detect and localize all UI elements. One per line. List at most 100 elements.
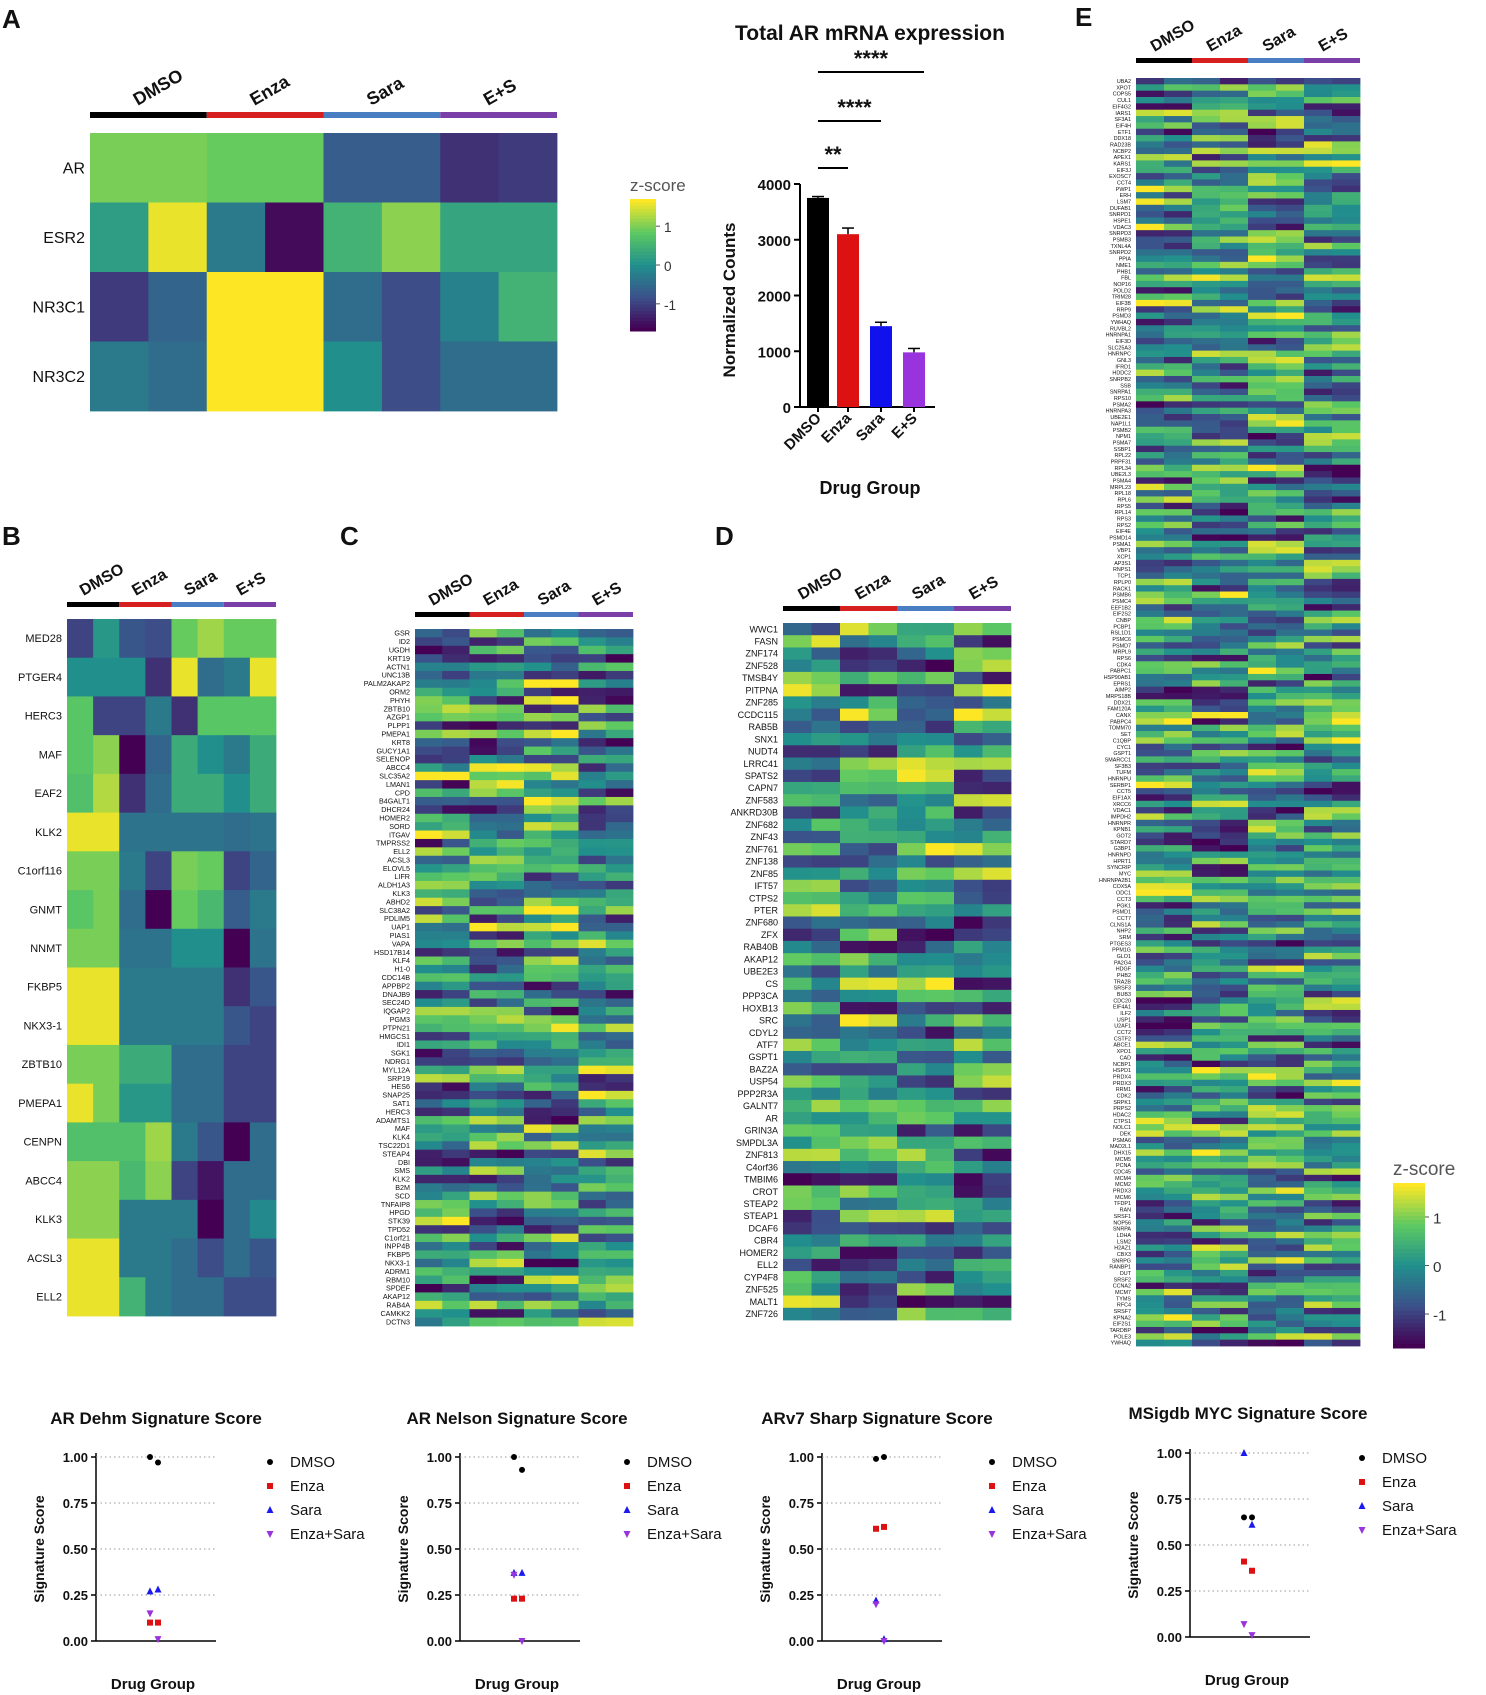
- heatmap-cell: [605, 1065, 634, 1075]
- colorbar-step: [1393, 1207, 1425, 1213]
- heatmap-cell: [1304, 217, 1333, 225]
- heatmap-cell: [1192, 312, 1221, 320]
- heatmap-cell: [1332, 857, 1361, 865]
- heatmap-cell: [442, 897, 470, 907]
- y-tick-label: 0.25: [427, 1588, 452, 1603]
- heatmap-cell: [1332, 1079, 1361, 1087]
- heatmap-cell: [783, 1209, 812, 1223]
- heatmap-cell: [1136, 902, 1165, 909]
- heatmap-cell: [1304, 1250, 1333, 1258]
- heatmap-cell: [551, 998, 579, 1008]
- heatmap-cell: [551, 1040, 579, 1050]
- y-axis-label: Signature Score: [757, 1495, 773, 1603]
- heatmap-cell: [868, 1307, 898, 1321]
- row-label: NOP16: [1113, 282, 1131, 288]
- heatmap-cell: [1248, 1067, 1277, 1074]
- heatmap-cell: [1136, 756, 1165, 764]
- heatmap-cell: [1164, 737, 1193, 745]
- heatmap-cell: [897, 1258, 926, 1272]
- row-label: EIF1AX: [1112, 795, 1131, 801]
- heatmap-cell: [1248, 800, 1277, 808]
- row-label: UBE2E1: [1110, 415, 1131, 421]
- heatmap-cell: [496, 1174, 525, 1184]
- heatmap-cell: [811, 794, 841, 807]
- heatmap-cell: [323, 133, 383, 203]
- heatmap-cell: [469, 1250, 498, 1260]
- heatmap-cell: [442, 763, 470, 773]
- heatmap-cell: [1220, 477, 1249, 485]
- heatmap-cell: [1164, 236, 1193, 244]
- heatmap-cell: [1248, 521, 1277, 529]
- heatmap-cell: [442, 746, 470, 756]
- heatmap-cell: [1332, 864, 1361, 871]
- row-label: SNRPD3: [1109, 231, 1131, 237]
- row-label: COX5A: [1113, 884, 1132, 890]
- heatmap-cell: [925, 684, 955, 697]
- heatmap-cell: [1276, 1288, 1305, 1296]
- heatmap-cell: [1220, 1117, 1249, 1125]
- heatmap-cell: [925, 879, 955, 893]
- row-label: CDC45: [1113, 1170, 1131, 1176]
- group-color-bar: [171, 602, 224, 607]
- heatmap-cell: [1220, 832, 1249, 840]
- heatmap-cell: [1304, 908, 1333, 916]
- heatmap-cell: [1136, 1168, 1165, 1176]
- heatmap-cell: [1136, 534, 1165, 542]
- heatmap-cell: [578, 1183, 607, 1193]
- heatmap-cell: [1220, 249, 1249, 256]
- heatmap-cell: [1276, 1111, 1305, 1119]
- row-label: ZNF682: [745, 820, 778, 830]
- heatmap-cell: [811, 1185, 841, 1199]
- heatmap-cell: [811, 879, 841, 893]
- heatmap-cell: [1164, 1035, 1193, 1043]
- row-label: GUCY1A1: [376, 746, 410, 755]
- heatmap-cell: [868, 757, 898, 771]
- heatmap-cell: [223, 696, 251, 736]
- heatmap-cell: [1220, 1041, 1249, 1049]
- heatmap-cell: [415, 922, 443, 932]
- row-label: PSMD14: [1109, 536, 1131, 542]
- heatmap-cell: [811, 659, 841, 673]
- heatmap-cell: [469, 864, 498, 873]
- heatmap-cell: [1276, 363, 1305, 371]
- heatmap-cell: [1192, 1149, 1221, 1157]
- heatmap-cell: [1332, 1092, 1361, 1100]
- heatmap-cell: [1136, 1282, 1165, 1290]
- heatmap-cell: [415, 1275, 443, 1285]
- row-label: TCP1: [1117, 574, 1131, 580]
- heatmap-cell: [415, 855, 443, 865]
- heatmap-cell: [925, 1148, 955, 1162]
- heatmap-cell: [1248, 1269, 1277, 1277]
- legend-label: Sara: [290, 1502, 322, 1519]
- heatmap-cell: [783, 720, 812, 734]
- legend-marker: [988, 1506, 996, 1513]
- heatmap-cell: [1248, 547, 1277, 554]
- heatmap-cell: [496, 805, 525, 815]
- heatmap-cell: [1304, 179, 1333, 187]
- heatmap-cell: [1136, 496, 1165, 504]
- heatmap-cell: [415, 1158, 443, 1167]
- row-label: TYMS: [1116, 1296, 1131, 1302]
- colorbar-step: [1393, 1277, 1425, 1283]
- heatmap-cell: [1276, 769, 1305, 776]
- heatmap-cell: [1136, 515, 1165, 523]
- heatmap-cell: [1332, 509, 1361, 516]
- row-label: PTER: [754, 906, 779, 916]
- heatmap-cell: [1276, 395, 1305, 402]
- heatmap-cell: [1248, 686, 1277, 694]
- heatmap-cell: [415, 981, 443, 991]
- heatmap-cell: [1220, 870, 1249, 878]
- heatmap-cell: [1220, 204, 1249, 212]
- heatmap-cell: [954, 1307, 983, 1321]
- heatmap-cell: [1332, 597, 1361, 605]
- heatmap-cell: [415, 1317, 443, 1327]
- row-label: ORM2: [389, 688, 410, 697]
- group-color-bar: [1248, 58, 1304, 63]
- row-label: PMEPA1: [18, 1098, 62, 1110]
- row-label: TSC22D1: [378, 1141, 410, 1150]
- heatmap-cell: [1164, 1136, 1193, 1144]
- heatmap-cell: [1332, 242, 1361, 250]
- heatmap-cell: [1304, 889, 1333, 897]
- heatmap-cell: [496, 1099, 525, 1109]
- heatmap-cell: [1136, 490, 1165, 497]
